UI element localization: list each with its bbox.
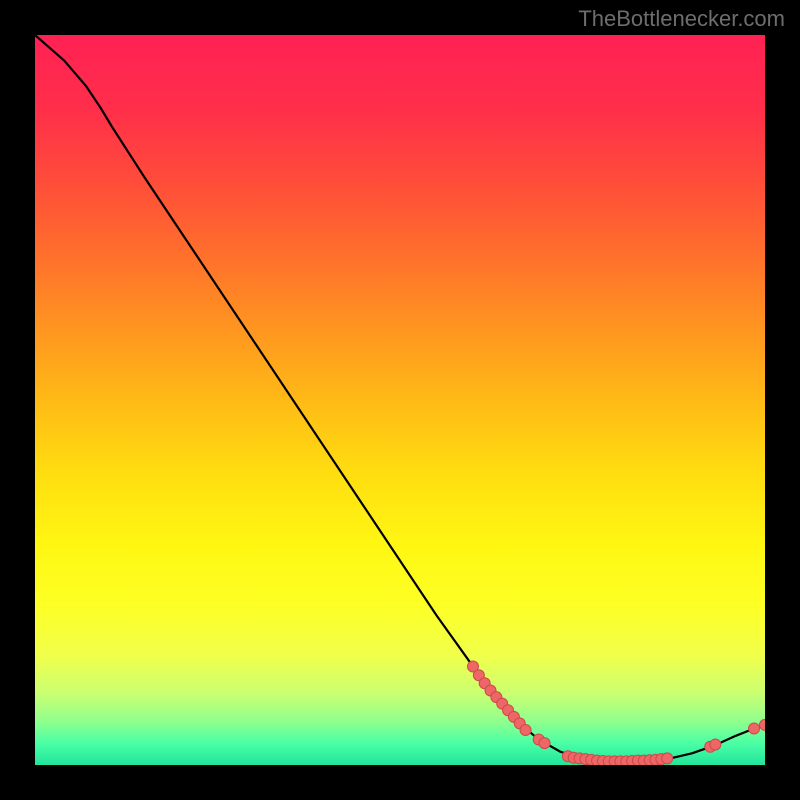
attribution-label: TheBottlenecker.com [578,6,785,32]
data-marker [520,724,531,735]
data-marker [539,738,550,749]
data-marker [710,739,721,750]
chart-container: TheBottlenecker.com [0,0,800,800]
data-marker [662,753,673,764]
plot-background [35,35,765,765]
data-marker [749,723,760,734]
bottleneck-chart [35,35,765,765]
